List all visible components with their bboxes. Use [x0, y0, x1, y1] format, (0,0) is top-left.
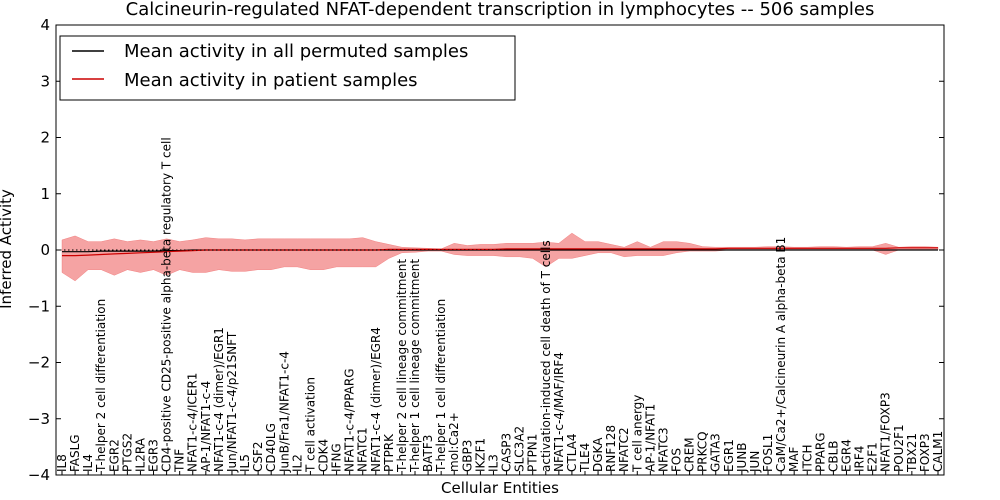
x-tick-label: AP-1/NFAT1-c-4	[199, 381, 213, 472]
x-tick-label: JunB/Fra1/NFAT1-c-4	[277, 351, 291, 473]
x-tick-label: NFATC1	[356, 427, 370, 472]
x-tick-label: CDK4	[317, 439, 331, 472]
category-labels: IL8 FASLG IL4 T-helper 2 cell differentiati…	[55, 137, 945, 475]
x-tick-label: RNF128	[604, 425, 618, 472]
x-tick-label: T-helper 2 cell differentiation	[94, 299, 108, 473]
x-tick-label: PPARG	[813, 432, 827, 472]
x-tick-label: FOXP3	[918, 433, 932, 472]
x-tick-label: AP-1/NFAT1	[643, 404, 657, 472]
x-tick-label: JUNB	[735, 442, 749, 473]
x-tick-label: EGR1	[722, 439, 736, 472]
activity-bands	[61, 232, 939, 282]
x-tick-label: FOSL1	[761, 434, 775, 472]
legend: Mean activity in all permuted samples Me…	[59, 35, 516, 101]
x-tick-label: TBX21	[905, 433, 919, 473]
x-tick-label: IKZF1	[473, 438, 487, 472]
x-tick-label: NFAT1-c-4/MAF/IRF4	[552, 352, 566, 472]
x-tick-label: MAF	[787, 446, 801, 472]
x-tick-label: IRF4	[853, 446, 867, 472]
plot-frame	[55, 24, 945, 476]
x-tick-label: NFAT1-c-4/PPARG	[343, 368, 357, 472]
x-tick-label: EGR2	[107, 439, 121, 472]
x-tick-label: FOS	[670, 448, 684, 472]
y-tick-label: 0	[40, 241, 50, 259]
x-tick-label: CALM1	[931, 431, 945, 472]
legend-box	[59, 35, 516, 101]
x-tick-label: EGR3	[147, 439, 161, 472]
y-tick-label: 1	[40, 185, 50, 203]
x-tick-label: T cell activation	[303, 377, 317, 473]
y-tick-label: −1	[28, 297, 50, 315]
x-tick-label: NFAT1-c-4/ICER1	[186, 373, 200, 472]
x-tick-label: CD40LG	[264, 423, 278, 472]
y-axis-ticks: −4 −3 −2 −1 0 1 2 3 4	[28, 16, 944, 484]
x-tick-label: PRKCQ	[696, 431, 710, 472]
x-tick-label: IFNG	[330, 443, 344, 472]
x-tick-label: NFATC3	[656, 427, 670, 472]
y-tick-label: 4	[40, 16, 50, 34]
y-tick-label: −2	[28, 354, 50, 372]
x-tick-label: PTPN1	[526, 434, 540, 472]
x-tick-label: ITCH	[800, 444, 814, 472]
x-tick-label: IL2	[290, 454, 304, 472]
x-tick-label: EGR4	[840, 439, 854, 472]
x-tick-label: IL8	[55, 454, 69, 472]
x-tick-label: PTGS2	[120, 433, 134, 472]
x-tick-label: NFAT1-c-4 (dimer)/EGR1	[212, 327, 226, 472]
x-tick-label: T-helper 2 cell lineage commitment	[395, 259, 409, 473]
x-tick-label: T cell anergy	[630, 395, 644, 473]
patient-mean-line	[62, 247, 938, 257]
chart-title: Calcineurin-regulated NFAT-dependent tra…	[126, 0, 875, 20]
x-tick-label: IL2RA	[133, 437, 147, 472]
x-tick-label: TNF	[173, 449, 187, 473]
x-tick-label: Jun/NFAT1-c-4/p21SNFT	[225, 331, 239, 473]
x-tick-label: NFAT1/FOXP3	[879, 392, 893, 472]
x-tick-label: NFATC2	[617, 427, 631, 472]
x-tick-label: IL4	[81, 454, 95, 472]
x-tick-label: T-helper 1 cell differentiation	[434, 299, 448, 473]
x-tick-label: IL5	[238, 454, 252, 472]
x-tick-label: activation-induced cell death of T cells	[539, 240, 553, 472]
x-tick-label: NFAT1-c-4 (dimer)/EGR4	[369, 327, 383, 472]
x-tick-label: FASLG	[68, 434, 82, 472]
x-tick-label: CTLA4	[565, 433, 579, 472]
y-tick-label: 3	[40, 72, 50, 90]
x-axis-label: Cellular Entities	[441, 479, 559, 497]
x-tick-label: PTPRK	[382, 433, 396, 472]
x-tick-label: DGKA	[591, 437, 605, 472]
y-axis-label: Inferred Activity	[0, 189, 15, 309]
x-tick-label: CaM/Ca2+/Calcineurin A alpha-beta B1	[774, 237, 788, 472]
x-tick-label: POU2F1	[892, 424, 906, 472]
x-tick-label: GATA3	[709, 433, 723, 472]
legend-label-patient: Mean activity in patient samples	[124, 70, 418, 91]
x-tick-label: SLC3A2	[513, 426, 527, 472]
x-tick-label: E2F1	[866, 442, 880, 472]
x-tick-label: CBLB	[826, 440, 840, 472]
x-tick-label: CREM	[683, 437, 697, 472]
x-tick-label: BATF3	[421, 435, 435, 472]
x-tick-label: IL3	[487, 454, 501, 472]
x-tick-label: CASP3	[500, 433, 514, 472]
x-tick-label: GBP3	[460, 440, 474, 472]
x-tick-label: CSF2	[251, 441, 265, 472]
x-tick-label: JUN	[748, 451, 762, 473]
y-tick-label: 2	[40, 129, 50, 147]
y-tick-label: −3	[28, 410, 50, 428]
x-tick-label: CD4-positive CD25-positive alpha-beta re…	[160, 137, 174, 472]
x-tick-label: mol:Ca2+	[447, 412, 461, 472]
x-tick-label: T-helper 1 cell lineage commitment	[408, 259, 422, 473]
legend-label-permuted: Mean activity in all permuted samples	[124, 41, 468, 62]
x-tick-label: TLE4	[578, 443, 592, 473]
y-tick-label: −4	[28, 466, 50, 484]
patient-activity-band	[61, 232, 939, 282]
